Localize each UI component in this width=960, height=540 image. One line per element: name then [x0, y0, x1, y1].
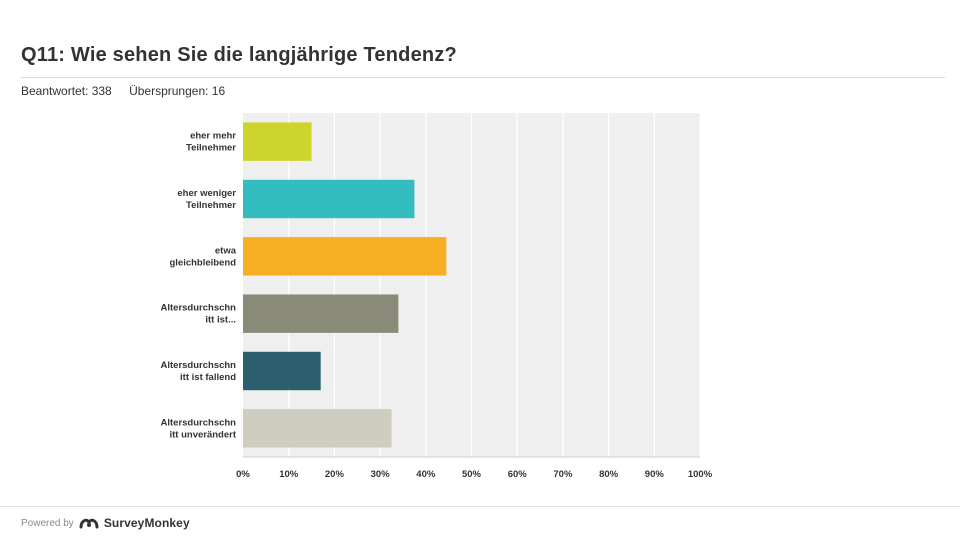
- footer-divider: [0, 506, 960, 507]
- x-tick-label: 80%: [599, 469, 619, 480]
- category-label: etwa gleichbleibend: [169, 245, 236, 268]
- response-stats: Beantwortet: 338 Übersprungen: 16: [21, 84, 225, 98]
- surveymonkey-logo-icon: [79, 518, 99, 529]
- x-tick-label: 40%: [416, 469, 436, 480]
- powered-by-text: Powered by: [21, 517, 74, 529]
- bar: [243, 122, 312, 161]
- x-tick-label: 20%: [325, 469, 345, 480]
- footer: Powered by SurveyMonkey: [21, 514, 190, 532]
- x-tick-label: 60%: [508, 469, 528, 480]
- bar: [243, 409, 392, 448]
- page-title: Q11: Wie sehen Sie die langjährige Tende…: [21, 44, 457, 66]
- title-divider: [21, 77, 945, 78]
- bar: [243, 237, 447, 276]
- x-tick-label: 90%: [645, 469, 665, 480]
- category-label: eher weniger Teilnehmer: [177, 188, 236, 211]
- x-tick-label: 100%: [688, 469, 713, 480]
- answered-count: Beantwortet: 338: [21, 84, 112, 98]
- bar: [243, 351, 321, 391]
- category-label: eher mehr Teilnehmer: [186, 131, 236, 154]
- x-tick-label: 0%: [236, 469, 250, 480]
- category-label: Altersdurchschn itt unverändert: [161, 417, 237, 440]
- category-label: Altersdurchschn itt ist...: [161, 303, 237, 326]
- bar: [243, 179, 415, 219]
- x-tick-label: 10%: [279, 469, 299, 480]
- bar: [243, 294, 399, 333]
- x-tick-label: 50%: [462, 469, 482, 480]
- skipped-count: Übersprungen: 16: [129, 84, 226, 98]
- x-tick-label: 70%: [553, 469, 573, 480]
- x-tick-label: 30%: [371, 469, 391, 480]
- surveymonkey-logo-text: SurveyMonkey: [103, 516, 190, 530]
- category-label: Altersdurchschn itt ist fallend: [161, 360, 237, 383]
